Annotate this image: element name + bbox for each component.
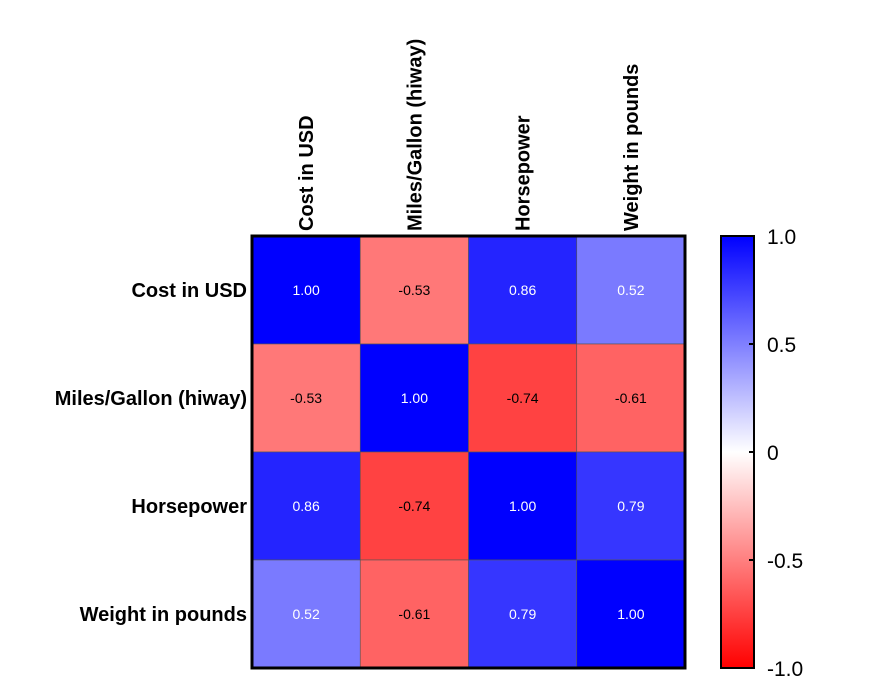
cell-value-label: 0.52 <box>617 282 644 298</box>
heatmap-frame <box>250 234 687 670</box>
row-label: Weight in pounds <box>80 604 247 626</box>
column-labels: Cost in USD Miles/Gallon (hiway) Horsepowe… <box>296 39 643 231</box>
heatmap-cell-values: 1.00 -0.53 0.86 0.52 -0.53 1.00 -0.74 -0.61 0.86… <box>290 282 647 622</box>
heatmap-cell <box>251 235 361 345</box>
cell-value-label: 0.52 <box>293 606 320 622</box>
colorbar-tick-label: 1.0 <box>767 226 796 249</box>
column-label: Horsepower <box>513 115 535 231</box>
cell-value-label: -0.53 <box>290 390 322 406</box>
cell-value-label: 1.00 <box>509 498 536 514</box>
heatmap-cell <box>576 343 686 453</box>
cell-value-label: 0.86 <box>293 498 320 514</box>
column-label: Cost in USD <box>296 115 318 231</box>
heatmap-cell <box>359 235 469 345</box>
heatmap-cell <box>576 235 686 345</box>
heatmap-cell <box>468 343 578 453</box>
heatmap-cell <box>251 343 361 453</box>
colorbar-tick-label: -1.0 <box>767 658 803 681</box>
heatmap-cell <box>251 559 361 669</box>
cell-value-label: 0.79 <box>617 498 644 514</box>
heatmap-cell <box>468 559 578 669</box>
colorbar-tick-label: 0.5 <box>767 334 796 357</box>
cell-value-label: 1.00 <box>617 606 644 622</box>
cell-value-label: -0.61 <box>615 390 647 406</box>
heatmap-cells <box>251 235 686 669</box>
heatmap-cell <box>576 451 686 561</box>
cell-value-label: 1.00 <box>293 282 320 298</box>
heatmap-cell <box>359 559 469 669</box>
row-label: Cost in USD <box>131 280 247 302</box>
cell-value-label: 0.79 <box>509 606 536 622</box>
cell-value-label: 1.00 <box>401 390 428 406</box>
cell-value-label: -0.74 <box>507 390 539 406</box>
row-label: Horsepower <box>131 496 247 518</box>
cell-value-label: -0.53 <box>398 282 430 298</box>
cell-value-label: 0.86 <box>509 282 536 298</box>
colorbar-gradient <box>720 235 755 669</box>
column-label: Miles/Gallon (hiway) <box>404 39 426 231</box>
column-label: Weight in pounds <box>621 64 643 231</box>
cell-value-label: -0.74 <box>398 498 430 514</box>
row-label: Miles/Gallon (hiway) <box>55 388 247 410</box>
heatmap-cell <box>359 343 469 453</box>
colorbar-tick-label: 0 <box>767 442 779 465</box>
colorbar-tick-label: -0.5 <box>767 550 803 573</box>
heatmap-cell <box>359 451 469 561</box>
row-labels: Cost in USD Miles/Gallon (hiway) Horsepowe… <box>55 280 247 626</box>
heatmap-cell <box>576 559 686 669</box>
cell-value-label: -0.61 <box>398 606 430 622</box>
colorbar <box>720 235 755 669</box>
colorbar-ticks: 1.0 0.5 0 -0.5 -1.0 <box>749 226 803 681</box>
